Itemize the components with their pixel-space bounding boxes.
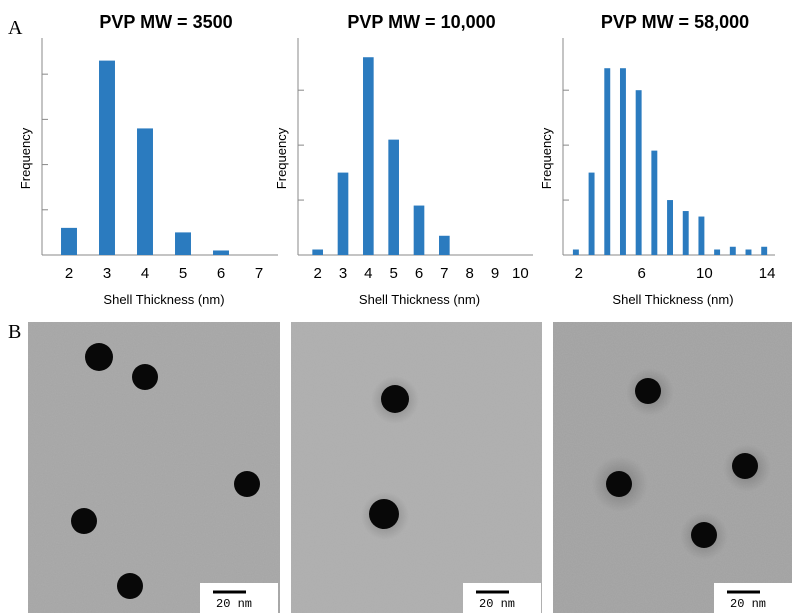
- x-tick-label: 8: [465, 265, 473, 282]
- panel-label: A: [8, 17, 23, 39]
- tem-image: 20 nm: [291, 322, 542, 613]
- bar: [604, 68, 611, 256]
- y-axis-label: Frequency: [274, 127, 289, 189]
- x-tick-label: 7: [255, 265, 263, 282]
- tem-image: 20 nm: [553, 322, 792, 613]
- x-tick-label: 4: [364, 265, 372, 282]
- bar: [745, 249, 752, 255]
- bar: [635, 90, 642, 255]
- x-tick-label: 2: [313, 265, 321, 282]
- x-axis-label: Shell Thickness (nm): [103, 292, 224, 307]
- panel-label: B: [8, 321, 21, 343]
- chart-title: PVP MW = 10,000: [347, 12, 495, 32]
- x-tick-label: 6: [217, 265, 225, 282]
- x-tick-label: 2: [65, 265, 73, 282]
- bar: [714, 249, 721, 255]
- histograms: PVP MW = 3500 Frequency Shell Thickness (n…: [18, 12, 775, 307]
- x-tick-label: 10: [696, 265, 713, 282]
- x-tick-label: 3: [103, 265, 111, 282]
- scale-bar-label: 20 nm: [730, 597, 766, 611]
- bar: [137, 128, 153, 255]
- x-tick-label: 3: [339, 265, 347, 282]
- scale-bar-label: 20 nm: [479, 597, 515, 611]
- bar: [698, 216, 705, 255]
- bar: [667, 200, 673, 255]
- chart-title: PVP MW = 58,000: [601, 12, 749, 32]
- x-tick-label: 6: [415, 265, 423, 282]
- bar: [651, 150, 658, 255]
- bar: [619, 68, 626, 256]
- y-axis-label: Frequency: [539, 127, 554, 189]
- bar: [61, 227, 77, 255]
- x-tick-label: 14: [759, 265, 776, 282]
- bar: [729, 246, 736, 255]
- x-tick-label: 4: [141, 265, 149, 282]
- bar: [99, 60, 115, 255]
- bar: [337, 172, 349, 255]
- scale-bar-label: 20 nm: [216, 597, 252, 611]
- bar: [682, 211, 689, 255]
- x-tick-label: 7: [440, 265, 448, 282]
- bar: [312, 249, 323, 255]
- x-tick-label: 9: [491, 265, 499, 282]
- x-tick-label: 6: [637, 265, 645, 282]
- bar: [588, 172, 595, 255]
- bar: [213, 250, 229, 255]
- chart-title: PVP MW = 3500: [99, 12, 232, 32]
- bar: [413, 205, 425, 255]
- x-axis-label: Shell Thickness (nm): [612, 292, 733, 307]
- x-tick-label: 5: [389, 265, 397, 282]
- bar: [363, 57, 374, 256]
- tem-image: 20 nm: [28, 322, 280, 613]
- bar: [761, 246, 768, 255]
- x-tick-label: 10: [512, 265, 529, 282]
- y-axis-label: Frequency: [18, 127, 33, 189]
- x-tick-label: 2: [575, 265, 583, 282]
- bar: [175, 232, 191, 255]
- bar: [388, 139, 399, 255]
- x-tick-label: 5: [179, 265, 187, 282]
- bar: [439, 235, 450, 255]
- x-axis-label: Shell Thickness (nm): [359, 292, 480, 307]
- bar: [572, 249, 579, 255]
